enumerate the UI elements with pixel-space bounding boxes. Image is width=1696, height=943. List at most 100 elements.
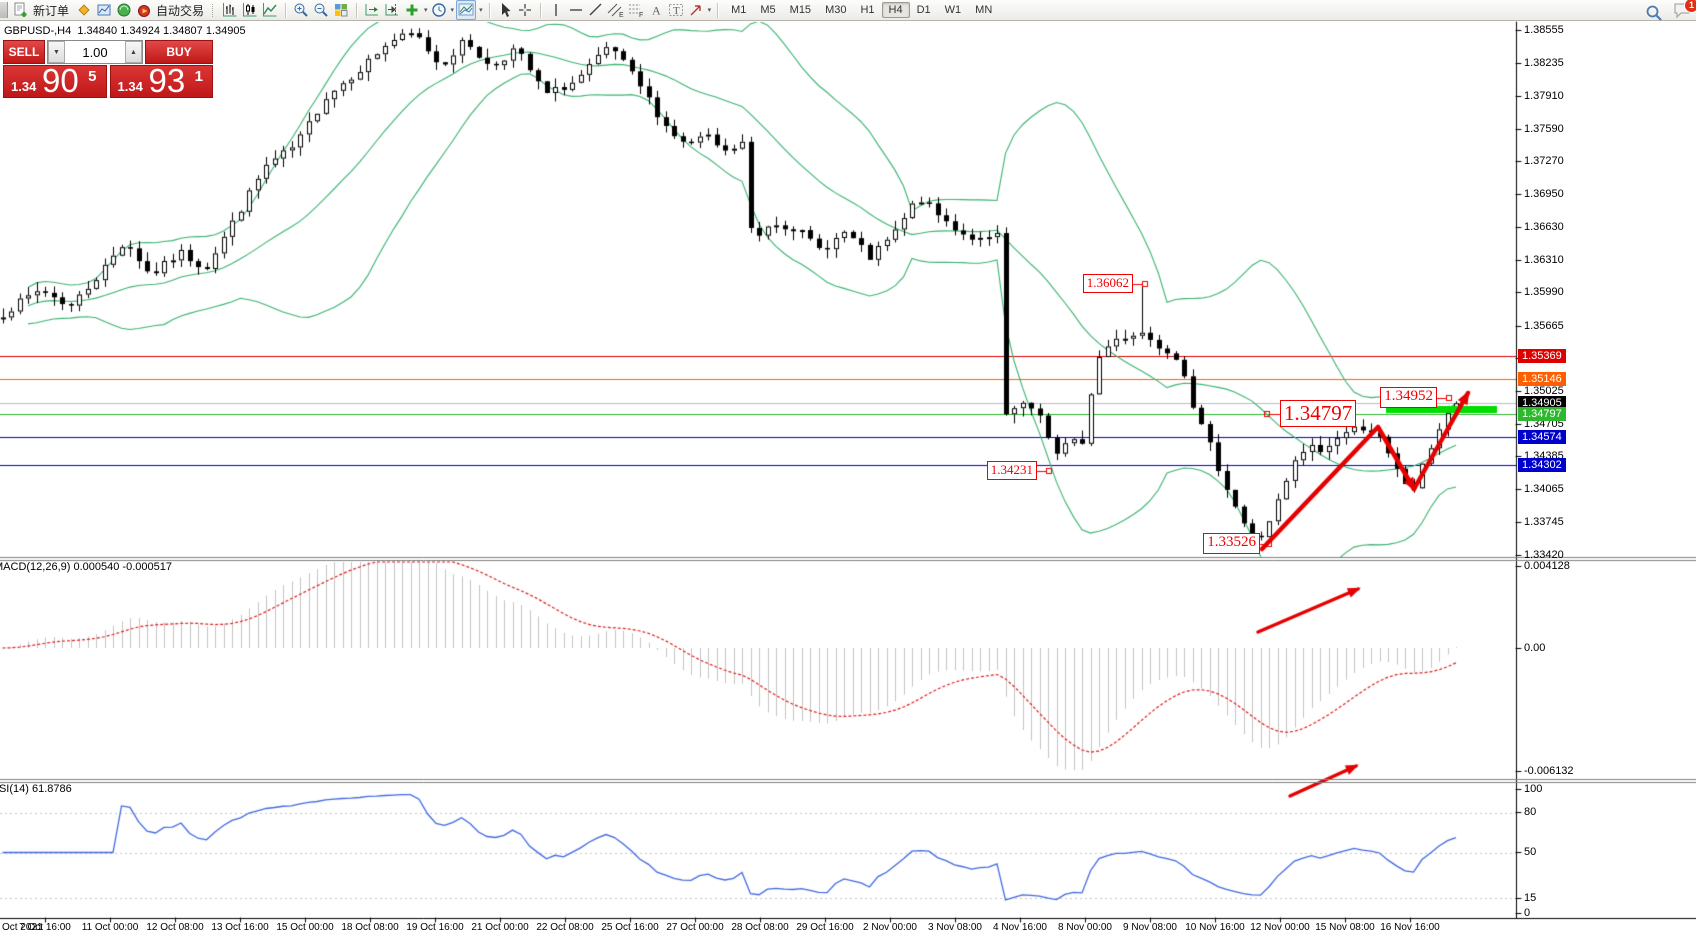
time-axis-partial-label: Oct 2021	[2, 922, 43, 933]
timeframe-button-m1[interactable]: M1	[731, 4, 747, 16]
channel-e-glyph: E	[619, 12, 624, 18]
data-window-icon[interactable]	[95, 1, 113, 19]
price-axis-tick: 1.38555	[1524, 24, 1564, 36]
buy-price-pip: 1	[194, 68, 203, 85]
autotrading-icon[interactable]	[135, 1, 153, 19]
candlestick-chart-icon[interactable]	[241, 1, 259, 19]
zoom-in-icon[interactable]	[292, 1, 310, 19]
price-annotation-label[interactable]: 1.34952	[1380, 387, 1437, 408]
equidistant-channel-tool-icon[interactable]: E	[607, 1, 625, 19]
price-level-tag: 1.34302	[1518, 457, 1566, 472]
auto-scroll-icon[interactable]	[363, 1, 381, 19]
line-chart-icon[interactable]	[261, 1, 279, 19]
rsi-axis-label: 15	[1524, 892, 1537, 904]
price-annotation-label[interactable]: 1.34231	[986, 461, 1037, 480]
notification-badge: 1	[1684, 0, 1696, 13]
expert-advisor-icon[interactable]	[115, 1, 133, 19]
volume-increase-button[interactable]: ▲	[125, 41, 142, 63]
timeframe-button-mn[interactable]: MN	[975, 4, 993, 16]
buy-price-prefix: 1.34	[117, 79, 143, 94]
gold-symbol-icon[interactable]	[75, 1, 93, 19]
new-order-icon[interactable]	[12, 1, 30, 19]
horizontal-line-tool-icon[interactable]	[567, 1, 585, 19]
time-axis-label: 27 Oct 00:00	[666, 922, 724, 933]
time-axis-label: 16 Nov 16:00	[1380, 922, 1440, 933]
vertical-line-tool-icon[interactable]	[547, 1, 565, 19]
toolbar-separator	[539, 2, 541, 18]
macd-indicator-label: MACD(12,26,9) 0.000540 -0.000517	[0, 561, 172, 573]
fibo-f-glyph: F	[639, 12, 643, 18]
tile-windows-icon[interactable]	[332, 1, 350, 19]
time-axis-label: 10 Nov 16:00	[1185, 922, 1245, 933]
rsi-axis-label: 0	[1524, 907, 1531, 919]
time-axis-label: 28 Oct 08:00	[731, 922, 789, 933]
price-annotation-label[interactable]: 1.34797	[1280, 400, 1357, 428]
time-axis-label: 12 Nov 00:00	[1250, 922, 1310, 933]
time-axis-label: 19 Oct 16:00	[406, 922, 464, 933]
sell-price-prefix: 1.34	[11, 79, 37, 94]
timeframe-button-h4[interactable]: H4	[881, 2, 910, 18]
price-axis-tick: 1.35665	[1524, 319, 1564, 332]
indicators-add-icon[interactable]	[403, 1, 421, 19]
timeframe-button-d1[interactable]: D1	[916, 4, 931, 16]
volume-value[interactable]: 1.00	[82, 44, 108, 60]
one-click-trading-panel: SELL ▼ 1.00 ▲ BUY 1.34 90 5 1.34 93 1	[3, 40, 213, 98]
volume-decrease-button[interactable]: ▼	[48, 41, 65, 63]
sell-price-main: 90	[42, 65, 79, 98]
periods-dropdown-icon[interactable]: ▾	[450, 7, 455, 14]
autotrading-label[interactable]: 自动交易	[156, 3, 205, 18]
price-annotation-label[interactable]: 1.33526	[1203, 533, 1260, 554]
main-toolbar: 新订单 自动交易 ▾ ▾ ▾ E F A T	[0, 0, 1696, 21]
timeframe-button-m15[interactable]: M15	[789, 4, 812, 16]
periods-clock-icon[interactable]	[430, 1, 448, 19]
rsi-axis-label: 100	[1524, 783, 1543, 795]
timeframe-button-m30[interactable]: M30	[825, 4, 847, 16]
time-axis-label: 4 Nov 16:00	[993, 922, 1047, 933]
fibonacci-tool-icon[interactable]: F	[627, 1, 645, 19]
svg-text:T: T	[673, 5, 680, 17]
buy-price-display[interactable]: 1.34 93 1	[109, 65, 213, 98]
text-tool-icon[interactable]: A	[647, 1, 665, 19]
cursor-icon[interactable]	[496, 1, 514, 19]
time-axis-label: 9 Nov 08:00	[1123, 922, 1177, 933]
templates-icon[interactable]	[456, 0, 477, 20]
price-level-tag: 1.35146	[1518, 371, 1566, 386]
toolbar-separator	[488, 2, 490, 18]
indicators-dropdown-icon[interactable]: ▾	[424, 7, 428, 14]
macd-axis-label: -0.006132	[1524, 765, 1574, 777]
zoom-out-icon[interactable]	[312, 1, 330, 19]
arrows-dropdown-icon[interactable]: ▾	[707, 7, 712, 14]
crosshair-icon[interactable]	[516, 1, 534, 19]
chart-title: GBPUSD-,H4 1.34840 1.34924 1.34807 1.349…	[4, 25, 246, 37]
text-label-tool-icon[interactable]: T	[667, 1, 685, 19]
time-axis-label: 25 Oct 16:00	[601, 922, 659, 933]
chart-shift-icon[interactable]	[383, 1, 401, 19]
timeframe-button-h1[interactable]: H1	[860, 4, 875, 16]
price-axis-tick: 1.33420	[1524, 549, 1564, 562]
new-order-label[interactable]: 新订单	[33, 3, 70, 18]
price-axis-tick: 1.36310	[1524, 253, 1564, 266]
search-icon[interactable]	[1645, 4, 1663, 22]
buy-button[interactable]: BUY	[145, 40, 213, 64]
rsi-axis-label: 80	[1524, 806, 1537, 818]
timeframe-button-w1[interactable]: W1	[944, 4, 962, 16]
toolbar-separator	[717, 2, 719, 18]
time-axis-label: 15 Oct 00:00	[276, 922, 334, 933]
time-axis-label: 15 Nov 08:00	[1315, 922, 1375, 933]
notifications-chat-icon[interactable]: 1	[1673, 0, 1696, 24]
trendline-tool-icon[interactable]	[587, 1, 605, 19]
bar-chart-icon[interactable]	[221, 1, 239, 19]
time-axis-label: 8 Nov 00:00	[1058, 922, 1112, 933]
price-annotation-label[interactable]: 1.36062	[1082, 274, 1133, 293]
price-axis-tick: 1.35990	[1524, 286, 1564, 299]
price-level-tag: 1.34574	[1518, 430, 1566, 445]
timeframe-button-m5[interactable]: M5	[760, 4, 776, 16]
sell-price-display[interactable]: 1.34 90 5	[3, 65, 107, 98]
sell-button[interactable]: SELL	[3, 40, 45, 64]
arrows-tool-icon[interactable]	[687, 1, 705, 19]
sell-price-pip: 5	[88, 68, 97, 85]
price-axis-tick: 1.38235	[1524, 56, 1564, 69]
templates-dropdown-icon[interactable]: ▾	[479, 7, 483, 14]
time-axis-label: 7 Oct 16:00	[19, 922, 71, 933]
